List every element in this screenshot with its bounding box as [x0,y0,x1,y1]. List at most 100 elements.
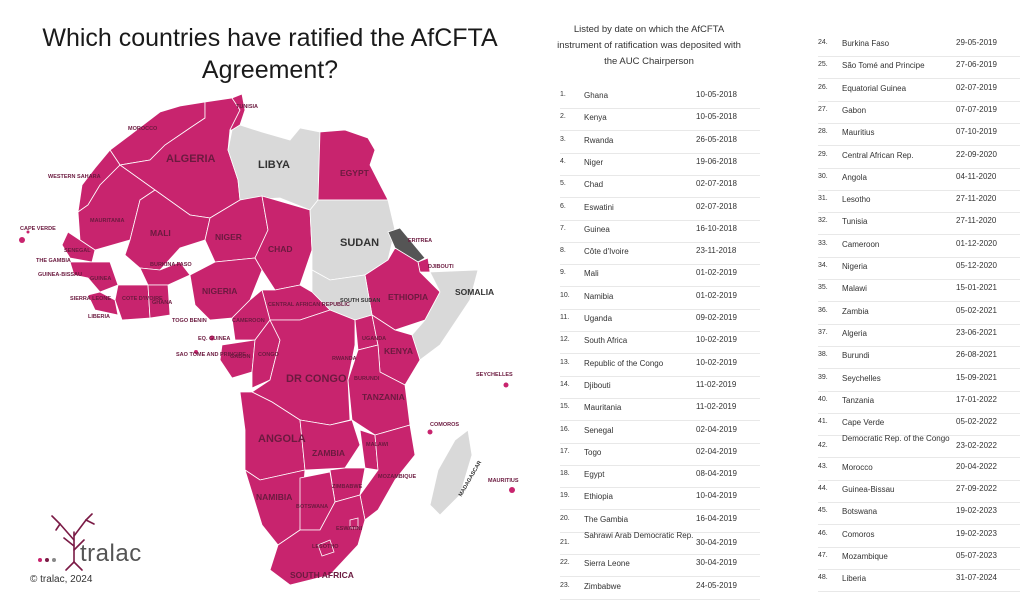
label-angola: ANGOLA [258,433,306,445]
list-row: 36. Zambia 05-02-2021 [818,302,1020,325]
label-somalia: SOMALIA [455,287,494,297]
row-country: Namibia [584,291,614,301]
row-date: 27-11-2020 [956,194,997,204]
region-lesotho [317,539,335,557]
row-country: South Africa [584,336,628,346]
list-row: 5. Chad 02-07-2018 [560,175,760,199]
row-country: Tunisia [842,217,868,227]
label-morocco: MOROCCO [128,126,158,132]
row-country: Nigeria [842,262,868,271]
region-gabon [219,339,256,379]
row-country: Guinea-Bissau [842,485,895,494]
label-south-sudan: SOUTH SUDAN [340,298,380,304]
row-date: 23-06-2021 [956,327,997,337]
row-country: Mali [584,269,599,279]
row-country: Comoros [842,529,875,539]
row-number: 28. [818,128,828,136]
row-country: Malawi [842,284,867,294]
row-number: 48. [818,574,828,582]
list-row: 21. Sahrawi Arab Democratic Rep. 30-04-201… [560,531,760,555]
row-number: 9. [560,269,566,277]
label-cote-divoire: COTE D'IVOIRE [122,296,163,302]
list-row: 47. Mozambique 05-07-2023 [818,547,1020,570]
row-number: 38. [818,351,828,359]
row-date: 17-01-2022 [956,394,997,404]
list-row: 15. Mauritania 11-02-2019 [560,398,760,422]
row-date: 19-02-2023 [956,506,997,516]
list-row: 25. São Tomé and Principe 27-06-2019 [818,56,1020,80]
title-line-2: Agreement? [201,56,339,84]
row-date: 29-05-2019 [956,38,997,47]
row-number: 30. [818,172,828,180]
label-congo: CONGO [258,352,280,358]
label-senegal: SENEGAL [64,248,91,254]
label-zimbabwe: ZIMBABWE [332,484,363,490]
row-date: 05-12-2020 [956,261,997,270]
row-number: 15. [560,403,570,411]
list-row: 20. The Gambia 16-04-2019 [560,510,760,533]
row-country: Mauritius [842,128,875,138]
row-date: 02-07-2019 [956,82,997,92]
list-header-line-3: the AUC Chairperson [604,56,694,67]
row-country: Angola [842,172,867,182]
row-number: 14. [560,380,570,388]
row-date: 20-04-2022 [956,461,997,471]
row-date: 07-10-2019 [956,127,997,137]
list-row: 31. Lesotho 27-11-2020 [818,190,1020,214]
region-mauritius [509,487,515,493]
region-cape-verde-2 [26,230,30,234]
list-row: 24. Burkina Faso 29-05-2019 [818,34,1020,57]
list-row: 26. Equatorial Guinea 02-07-2019 [818,79,1020,102]
row-number: 16. [560,425,570,433]
label-seychelles: SEYCHELLES [476,372,513,378]
row-date: 15-01-2021 [956,283,997,293]
region-tanzania [347,344,411,436]
region-comoros [427,429,433,435]
list-row: 27. Gabon 07-07-2019 [818,101,1020,124]
list-row: 43. Morocco 20-04-2022 [818,458,1020,481]
label-mauritania: MAURITANIA [90,218,124,224]
label-djibouti: DJIBOUTI [428,264,454,270]
row-country: Niger [584,157,604,167]
list-header-line-1: Listed by date on which the AfCFTA [573,24,725,35]
label-mozambique: MOZAMBIQUE [378,474,417,480]
region-madagascar [429,429,473,516]
row-date: 11-02-2019 [696,402,737,412]
row-date: 26-08-2021 [956,350,997,360]
list-row: 1. Ghana 10-05-2018 [560,86,760,109]
label-namibia: NAMIBIA [256,492,292,502]
list-row: 13. Republic of the Congo 10-02-2019 [560,354,760,377]
list-row: 17. Togo 02-04-2019 [560,443,760,466]
row-date: 23-02-2022 [956,441,997,451]
row-country: Gabon [842,105,867,115]
row-country: Sierra Leone [584,559,630,569]
tralac-logo-text: tralac [80,540,142,567]
row-number: 41. [818,418,828,426]
row-date: 27-06-2019 [956,60,997,70]
label-mauritius: MAURITIUS [488,478,519,484]
row-country: Egypt [584,470,605,480]
row-date: 05-02-2022 [956,417,997,427]
row-number: 2. [560,113,566,121]
row-number: 46. [818,529,828,537]
list-row: 12. South Africa 10-02-2019 [560,331,760,355]
row-country: Seychelles [842,373,881,383]
row-number: 26. [818,83,828,91]
row-number: 23. [560,581,570,589]
row-country: Chad [584,180,604,190]
list-row: 23. Zimbabwe 24-05-2019 [560,577,760,600]
list-row: 2. Kenya 10-05-2018 [560,108,760,132]
list-row: 4. Niger 19-06-2018 [560,153,760,176]
row-date: 27-11-2020 [956,216,997,226]
row-country: Djibouti [584,380,611,390]
row-country: Algeria [842,328,867,338]
row-number: 17. [560,447,570,455]
label-comoros: COMOROS [430,422,459,428]
region-cote-divoire [114,284,151,321]
region-mozambique [359,424,416,521]
list-row: 11. Uganda 09-02-2019 [560,309,760,332]
label-western-sahara: WESTERN SAHARA [48,174,101,180]
list-row: 33. Cameroon 01-12-2020 [818,235,1020,258]
row-country: Ethiopia [584,492,613,502]
label-sao-tome: SAO TOME AND PRINCIPE [176,352,246,358]
